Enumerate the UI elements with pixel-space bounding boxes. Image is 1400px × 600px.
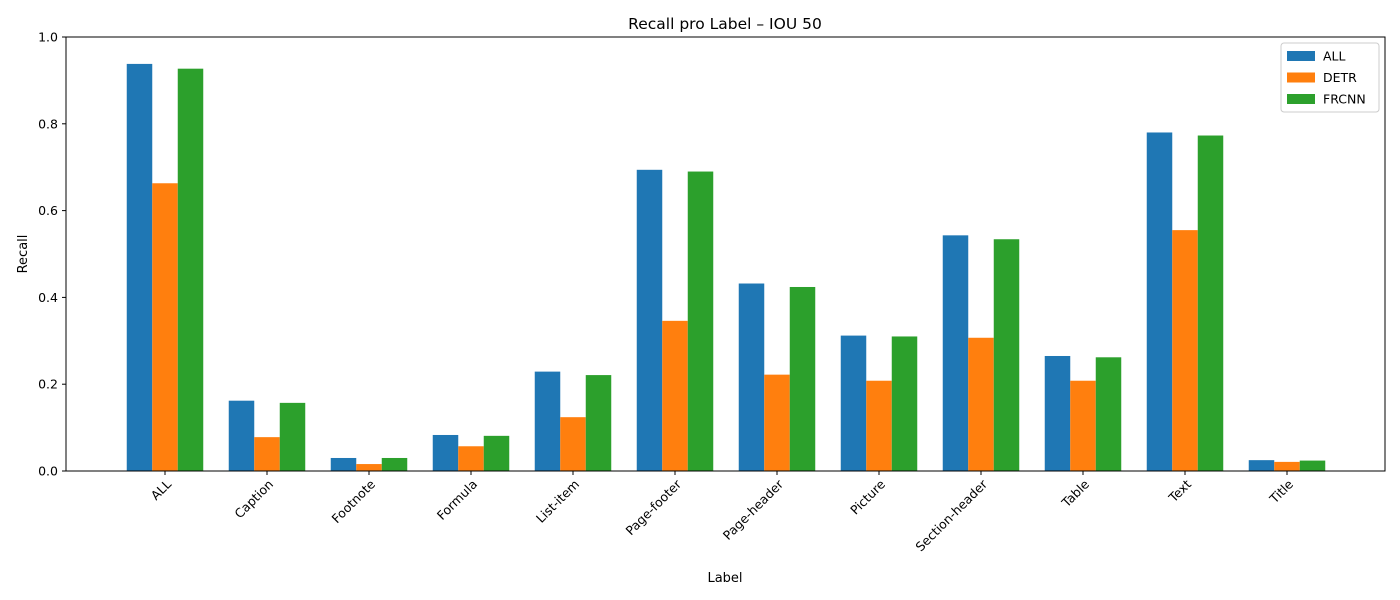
- bar-frcnn-picture: [891, 336, 918, 471]
- bar-detr-all: [152, 183, 178, 471]
- bar-frcnn-page-footer: [687, 171, 714, 472]
- legend-swatch-all: [1287, 51, 1315, 61]
- bar-detr-footnote: [356, 464, 382, 471]
- bars-group: [126, 63, 1326, 472]
- legend-label-detr: DETR: [1323, 70, 1357, 85]
- y-tick-label: 0.8: [38, 116, 58, 131]
- bar-detr-text: [1172, 230, 1198, 471]
- bar-all-page-footer: [636, 169, 663, 471]
- bar-detr-section-header: [968, 337, 994, 471]
- bar-frcnn-caption: [279, 402, 306, 471]
- bar-all-all: [126, 63, 153, 472]
- bar-all-list-item: [534, 371, 561, 471]
- bar-detr-picture: [866, 380, 892, 471]
- legend: ALL DETR FRCNN: [1280, 42, 1380, 113]
- legend-swatch-detr: [1287, 72, 1315, 83]
- bar-frcnn-title: [1299, 460, 1326, 471]
- bar-frcnn-all: [177, 68, 204, 471]
- x-axis-label: Label: [707, 571, 742, 586]
- bar-frcnn-list-item: [585, 375, 612, 471]
- bar-frcnn-page-header: [789, 286, 816, 471]
- bar-frcnn-section-header: [993, 239, 1020, 471]
- bar-all-picture: [840, 335, 867, 471]
- bar-detr-formula: [458, 446, 484, 471]
- y-tick-label: 0.0: [38, 464, 58, 479]
- bar-detr-table: [1070, 380, 1096, 471]
- bar-frcnn-formula: [483, 435, 510, 471]
- legend-label-frcnn: FRCNN: [1323, 92, 1366, 107]
- bar-all-footnote: [330, 457, 357, 471]
- bar-detr-page-header: [764, 374, 790, 471]
- bar-all-text: [1146, 132, 1173, 472]
- bar-detr-list-item: [560, 417, 586, 471]
- bar-all-caption: [228, 400, 255, 471]
- chart-title: Recall pro Label – IOU 50: [628, 15, 822, 33]
- bar-all-table: [1044, 355, 1071, 471]
- y-tick-label: 0.4: [38, 290, 58, 305]
- bar-frcnn-text: [1197, 135, 1224, 471]
- bar-detr-caption: [254, 437, 280, 471]
- legend-label-all: ALL: [1323, 49, 1346, 64]
- legend-swatch-frcnn: [1287, 94, 1315, 104]
- bar-all-formula: [432, 434, 459, 471]
- bar-detr-title: [1274, 461, 1300, 471]
- bar-detr-page-footer: [662, 320, 688, 471]
- plot-frame: [65, 36, 1386, 472]
- bar-frcnn-table: [1095, 357, 1122, 471]
- bar-all-section-header: [942, 235, 969, 471]
- bar-all-page-header: [738, 283, 765, 471]
- y-tick-label: 1.0: [38, 30, 58, 45]
- y-tick-label: 0.6: [38, 203, 58, 218]
- bar-all-title: [1248, 460, 1275, 471]
- bar-frcnn-footnote: [381, 457, 408, 471]
- y-axis-label: Recall: [16, 235, 31, 274]
- y-tick-label: 0.2: [38, 377, 58, 392]
